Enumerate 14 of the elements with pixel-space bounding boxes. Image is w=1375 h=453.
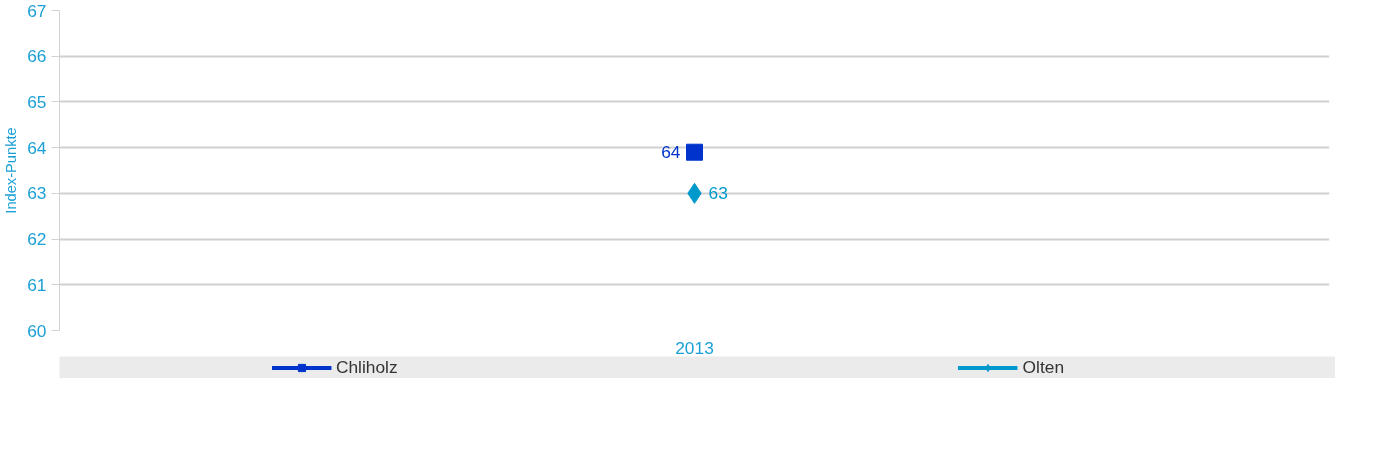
legend-label: Olten bbox=[1022, 356, 1065, 378]
y-tick-label: 63 bbox=[27, 183, 47, 204]
y-tick-label: 67 bbox=[27, 0, 47, 21]
y-tick-label: 65 bbox=[27, 91, 47, 112]
y-axis-title: Index-Punkte bbox=[3, 127, 20, 214]
y-tick-label: 61 bbox=[27, 274, 47, 295]
x-tick-label: 2013 bbox=[675, 337, 714, 358]
y-tick-label: 62 bbox=[27, 229, 47, 250]
y-tick-label: 64 bbox=[27, 137, 47, 158]
data-label: 63 bbox=[708, 183, 728, 204]
data-label: 64 bbox=[661, 142, 681, 163]
y-tick-label: 66 bbox=[27, 46, 47, 67]
legend-label: Chliholz bbox=[335, 356, 398, 378]
y-tick-label: 60 bbox=[27, 320, 47, 341]
